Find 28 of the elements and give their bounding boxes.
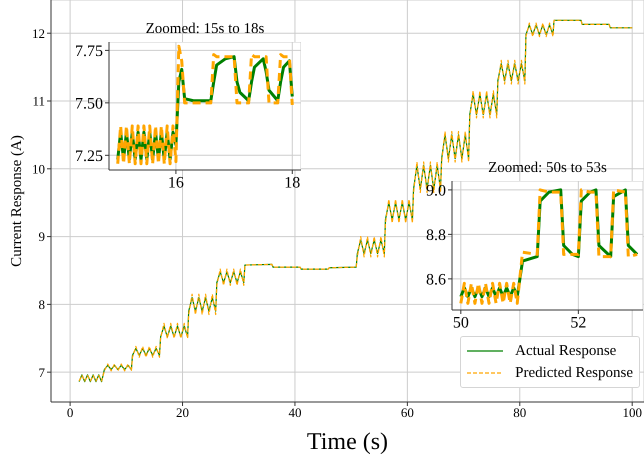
x-tick-label: 20 xyxy=(176,405,190,420)
y-axis-title: Current Response (A) xyxy=(8,135,25,267)
x-tick-label: 50 xyxy=(452,314,469,332)
x-tick-label: 60 xyxy=(400,405,414,420)
y-tick-label: 8.6 xyxy=(426,272,446,289)
y-tick-label: 7.75 xyxy=(75,43,103,60)
y-tick-label: 9 xyxy=(38,229,45,244)
x-axis-title: Time (s) xyxy=(306,429,388,455)
y-tick-label: 8.8 xyxy=(426,227,446,244)
y-tick-label: 10 xyxy=(32,161,45,176)
chart-title: Zoomed: 50s to 53s xyxy=(487,160,608,177)
y-tick-label: 8 xyxy=(38,296,45,312)
x-tick-label: 40 xyxy=(288,405,302,420)
y-tick-label: 9.0 xyxy=(426,182,446,200)
y-tick-label: 7.50 xyxy=(75,96,103,113)
legend-label: Predicted Response xyxy=(515,364,633,382)
y-tick-label: 12 xyxy=(32,26,45,41)
y-tick-label: 7 xyxy=(38,364,46,380)
y-tick-label: 11 xyxy=(32,94,45,109)
y-tick-label: 7.25 xyxy=(75,148,103,165)
x-tick-label: 100 xyxy=(622,405,642,420)
x-tick-label: 0 xyxy=(66,405,74,420)
x-tick-label: 16 xyxy=(168,174,184,192)
x-tick-label: 52 xyxy=(570,314,586,332)
x-tick-label: 18 xyxy=(284,174,300,192)
x-tick-label: 80 xyxy=(513,405,526,420)
legend-label: Actual Response xyxy=(515,342,616,360)
chart-title: Zoomed: 15s to 18s xyxy=(144,21,266,38)
